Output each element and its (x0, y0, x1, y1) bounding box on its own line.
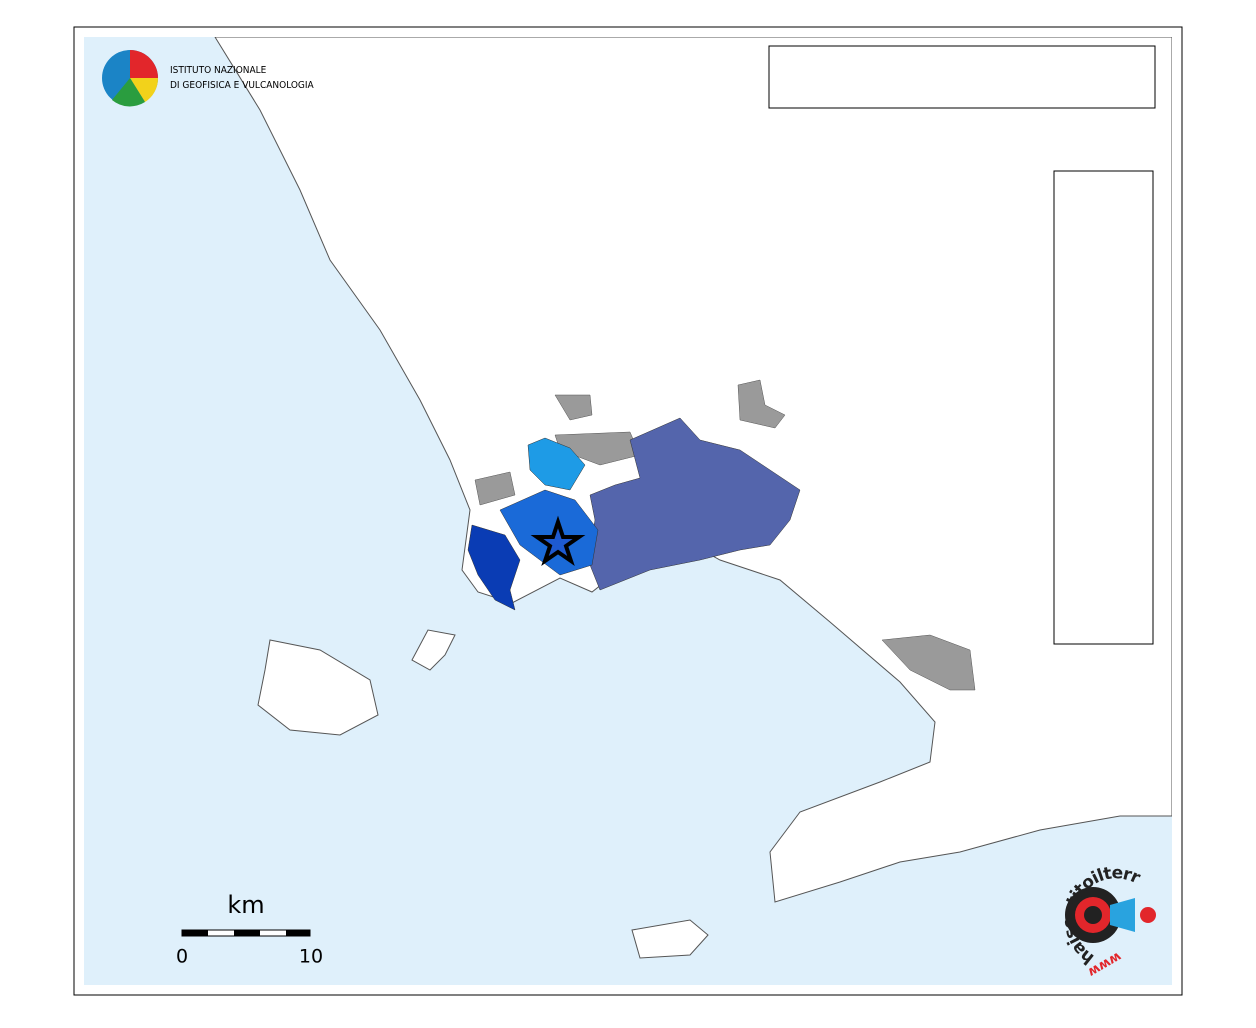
logo-text: DI GEOFISICA E VULCANOLOGIA (170, 80, 315, 91)
scale-bar: km 0 10 (176, 891, 323, 968)
scale-label: 0 (176, 946, 188, 968)
area-iii-iv (499, 489, 599, 576)
area-iii (467, 524, 521, 611)
map-area (84, 37, 1172, 985)
ingv-logo: ISTITUTO NAZIONALE DI GEOFISICA E VULCAN… (102, 50, 315, 107)
scale-label: 10 (299, 946, 323, 968)
capri (631, 919, 709, 959)
scale-unit: km (227, 891, 264, 919)
area-na (474, 379, 976, 691)
area-iv (527, 437, 586, 491)
area-ii (587, 417, 801, 591)
info-box (768, 45, 1156, 109)
procida (411, 629, 456, 671)
legend-box (1053, 170, 1154, 645)
ischia (257, 639, 379, 736)
epicenter-star (530, 515, 586, 567)
logo-text: ISTITUTO NAZIONALE (170, 65, 267, 76)
